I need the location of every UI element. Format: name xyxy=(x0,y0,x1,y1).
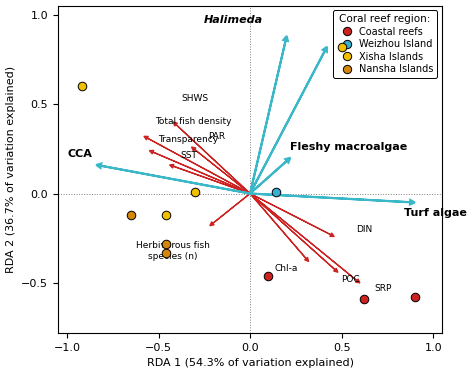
Text: Total fish density: Total fish density xyxy=(155,117,231,126)
FancyArrow shape xyxy=(173,122,250,194)
Text: DIN: DIN xyxy=(356,225,373,234)
Point xyxy=(191,189,199,195)
FancyArrow shape xyxy=(250,193,415,205)
Text: SHWS: SHWS xyxy=(182,94,209,103)
Y-axis label: RDA 2 (36.7% of variation explained): RDA 2 (36.7% of variation explained) xyxy=(6,66,16,273)
FancyArrow shape xyxy=(144,136,250,194)
Text: Transparency: Transparency xyxy=(158,135,219,144)
X-axis label: RDA 1 (54.3% of variation explained): RDA 1 (54.3% of variation explained) xyxy=(146,358,354,368)
Text: POC: POC xyxy=(342,275,360,284)
Point xyxy=(128,212,135,218)
Point xyxy=(162,249,170,255)
Point xyxy=(162,240,170,246)
Text: Herbivorous fish
species (n): Herbivorous fish species (n) xyxy=(136,241,210,261)
FancyArrow shape xyxy=(96,163,250,194)
Point xyxy=(162,212,170,218)
Text: Chl-a: Chl-a xyxy=(275,264,298,273)
FancyArrow shape xyxy=(170,165,250,194)
Point xyxy=(78,83,85,89)
FancyArrow shape xyxy=(250,193,334,236)
FancyArrow shape xyxy=(191,147,250,194)
Text: Turf algae: Turf algae xyxy=(404,208,467,218)
FancyArrow shape xyxy=(250,47,327,194)
Text: Macroalgae: Macroalgae xyxy=(345,17,418,27)
Point xyxy=(360,296,367,302)
Legend: Coastal reefs, Weizhou Island, Xisha Islands, Nansha Islands: Coastal reefs, Weizhou Island, Xisha Isl… xyxy=(333,10,438,78)
Text: PAR: PAR xyxy=(209,132,226,141)
FancyArrow shape xyxy=(250,193,309,261)
Text: SST: SST xyxy=(181,151,197,160)
FancyArrow shape xyxy=(149,150,250,194)
FancyArrow shape xyxy=(250,193,360,283)
FancyArrow shape xyxy=(250,193,338,272)
Point xyxy=(272,189,280,195)
Text: CCA: CCA xyxy=(68,149,92,159)
Text: Fleshy macroalgae: Fleshy macroalgae xyxy=(291,142,408,152)
Text: Halimeda: Halimeda xyxy=(204,15,263,25)
Point xyxy=(338,44,346,50)
Point xyxy=(264,273,272,279)
Text: SRP: SRP xyxy=(374,284,392,293)
FancyArrow shape xyxy=(210,193,250,226)
Point xyxy=(411,294,419,300)
FancyArrow shape xyxy=(250,158,291,194)
FancyArrow shape xyxy=(250,36,288,194)
